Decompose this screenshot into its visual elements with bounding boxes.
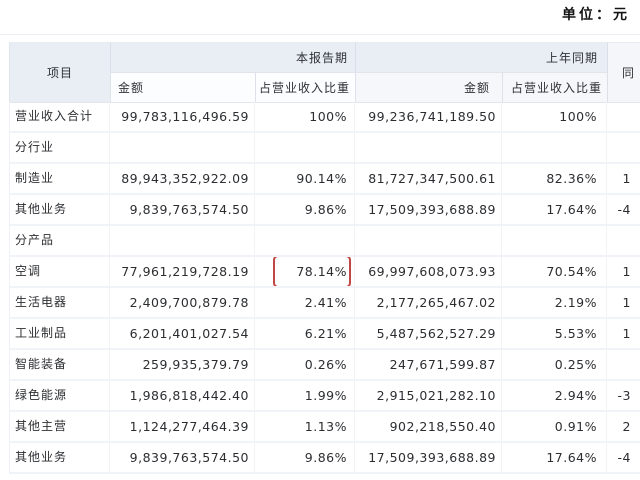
- amount-prior: 2,177,265,467.02: [355, 288, 502, 317]
- ratio-current: 2.41%: [255, 288, 355, 317]
- ratio-current: 100%: [255, 102, 355, 131]
- header-current-period: 本报告期: [110, 42, 355, 72]
- row-label: 制造业: [10, 164, 110, 193]
- amount-current: 259,935,379.79: [110, 350, 255, 379]
- amount-current: 99,783,116,496.59: [110, 102, 255, 131]
- table-header: 项目 本报告期 上年同期 同 金额 占营业收入比重 金额 占营业收入比重: [10, 42, 640, 103]
- amount-prior: 2,915,021,282.10: [355, 381, 502, 410]
- table-row-industrial-products: 工业制品 6,201,401,027.54 6.21% 5,487,562,52…: [10, 319, 640, 350]
- ratio-prior: 2.94%: [502, 381, 607, 410]
- amount-current: 9,839,763,574.50: [110, 195, 255, 224]
- yoy-change: [607, 226, 640, 255]
- amount-current: 89,943,352,922.09: [110, 164, 255, 193]
- table-row-other-business: 其他业务 9,839,763,574.50 9.86% 17,509,393,6…: [10, 195, 640, 226]
- ratio-current: [255, 133, 355, 162]
- section-label: 分产品: [10, 226, 110, 255]
- row-label: 空调: [10, 257, 110, 286]
- ratio-prior: 17.64%: [502, 443, 607, 472]
- amount-prior: 5,487,562,527.29: [355, 319, 502, 348]
- row-label: 智能装备: [10, 350, 110, 379]
- amount-prior: 247,671,599.87: [355, 350, 502, 379]
- amount-prior: 17,509,393,688.89: [355, 443, 502, 472]
- table-row-section-by-product: 分产品: [10, 226, 640, 257]
- divider-line: [0, 34, 640, 35]
- row-label: 其他主营: [10, 412, 110, 441]
- ratio-current: 1.99%: [255, 381, 355, 410]
- ratio-prior: 82.36%: [502, 164, 607, 193]
- amount-current: 9,839,763,574.50: [110, 443, 255, 472]
- amount-prior: 69,997,608,073.93: [355, 257, 502, 286]
- ratio-prior: 5.53%: [502, 319, 607, 348]
- table-body: 营业收入合计 99,783,116,496.59 100% 99,236,741…: [10, 102, 640, 474]
- row-label: 绿色能源: [10, 381, 110, 410]
- ratio-prior: 70.54%: [502, 257, 607, 286]
- ratio-prior: 2.19%: [502, 288, 607, 317]
- row-label: 其他业务: [10, 195, 110, 224]
- yoy-change: -3: [617, 388, 631, 403]
- row-label: 工业制品: [10, 319, 110, 348]
- amount-current: 1,986,818,442.40: [110, 381, 255, 410]
- header-prior-period: 上年同期: [355, 42, 607, 72]
- ratio-prior: 0.91%: [502, 412, 607, 441]
- ratio-value: 78.14%: [296, 264, 347, 279]
- amount-prior: [355, 133, 502, 162]
- amount-current: 2,409,700,879.78: [110, 288, 255, 317]
- ratio-current: 0.26%: [255, 350, 355, 379]
- amount-current: [110, 226, 255, 255]
- amount-prior: [355, 226, 502, 255]
- ratio-current: 9.86%: [255, 195, 355, 224]
- ratio-prior: 100%: [502, 102, 607, 131]
- table-row-smart-equipment: 智能装备 259,935,379.79 0.26% 247,671,599.87…: [10, 350, 640, 381]
- yoy-change: 1: [622, 295, 631, 310]
- yoy-change: -4: [617, 202, 631, 217]
- amount-current: 6,201,401,027.54: [110, 319, 255, 348]
- yoy-change: 1: [622, 264, 631, 279]
- table-row-air-conditioner: 空调 77,961,219,728.19 78.14% 69,997,608,0…: [10, 257, 640, 288]
- yoy-change: 1: [622, 171, 631, 186]
- yoy-change: -4: [617, 450, 631, 465]
- yoy-change: 1: [622, 326, 631, 341]
- ratio-prior: [502, 133, 607, 162]
- amount-current: 1,124,277,464.39: [110, 412, 255, 441]
- ratio-current: 9.86%: [255, 443, 355, 472]
- table-row-home-appliances: 生活电器 2,409,700,879.78 2.41% 2,177,265,46…: [10, 288, 640, 319]
- ratio-current: [255, 226, 355, 255]
- table-row-total-revenue: 营业收入合计 99,783,116,496.59 100% 99,236,741…: [10, 102, 640, 133]
- row-label: 其他业务: [10, 443, 110, 472]
- amount-current: [110, 133, 255, 162]
- ratio-prior: 0.25%: [502, 350, 607, 379]
- amount-prior: 99,236,741,189.50: [355, 102, 502, 131]
- ratio-current: 90.14%: [255, 164, 355, 193]
- header-ratio-current: 占营业收入比重: [255, 72, 355, 102]
- ratio-prior: 17.64%: [502, 195, 607, 224]
- yoy-change: [607, 133, 640, 162]
- header-amount-prior: 金额: [355, 72, 502, 102]
- header-item: 项目: [10, 42, 110, 102]
- header-amount-current: 金额: [110, 72, 255, 102]
- amount-prior: 17,509,393,688.89: [355, 195, 502, 224]
- table-row-green-energy: 绿色能源 1,986,818,442.40 1.99% 2,915,021,28…: [10, 381, 640, 412]
- amount-prior: 902,218,550.40: [355, 412, 502, 441]
- table-row-section-by-industry: 分行业: [10, 133, 640, 164]
- ratio-current-highlighted: 78.14%: [255, 257, 355, 286]
- ratio-current: 6.21%: [255, 319, 355, 348]
- yoy-change: 2: [622, 419, 631, 434]
- header-ratio-prior: 占营业收入比重: [502, 72, 607, 102]
- amount-prior: 81,727,347,500.61: [355, 164, 502, 193]
- table-row-manufacturing: 制造业 89,943,352,922.09 90.14% 81,727,347,…: [10, 164, 640, 195]
- header-yoy-change: 同: [607, 42, 640, 102]
- table-row-other-business-2: 其他业务 9,839,763,574.50 9.86% 17,509,393,6…: [10, 443, 640, 474]
- unit-label: 单位：元: [562, 6, 630, 22]
- row-label: 营业收入合计: [10, 102, 110, 131]
- section-label: 分行业: [10, 133, 110, 162]
- ratio-current: 1.13%: [255, 412, 355, 441]
- yoy-change: [607, 102, 640, 131]
- table-row-other-main-business: 其他主营 1,124,277,464.39 1.13% 902,218,550.…: [10, 412, 640, 443]
- ratio-prior: [502, 226, 607, 255]
- amount-current: 77,961,219,728.19: [110, 257, 255, 286]
- yoy-change: [607, 350, 640, 379]
- row-label: 生活电器: [10, 288, 110, 317]
